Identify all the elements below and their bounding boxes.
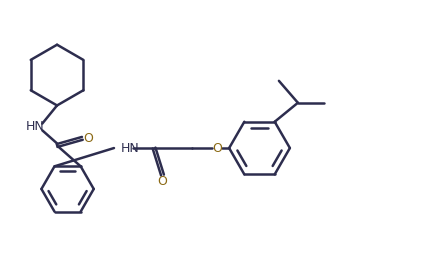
Text: O: O xyxy=(83,132,93,145)
Text: HN: HN xyxy=(120,142,139,155)
Text: O: O xyxy=(157,175,168,188)
Text: HN: HN xyxy=(25,120,44,134)
Text: O: O xyxy=(212,142,222,155)
